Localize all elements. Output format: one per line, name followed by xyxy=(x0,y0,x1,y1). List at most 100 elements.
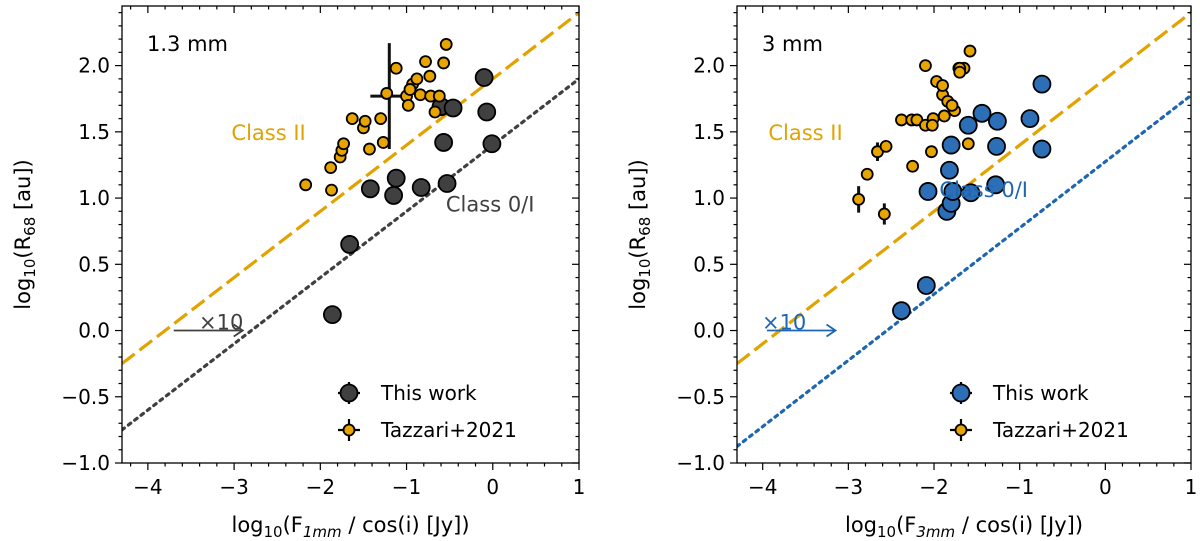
this-work-point xyxy=(1032,74,1052,94)
tazzari-point xyxy=(432,89,446,103)
tazzari-point xyxy=(936,79,949,92)
this-work-point xyxy=(958,115,978,135)
legend-marker xyxy=(339,383,359,403)
this-work-point xyxy=(987,137,1006,156)
this-work-point xyxy=(474,68,494,87)
y-axis-title: log10(R68 [au]) xyxy=(11,159,39,309)
tazzari-point xyxy=(324,161,338,175)
x-tick-label: −3 xyxy=(219,475,248,499)
y-tick-label: 1.0 xyxy=(78,186,110,210)
tazzari-point xyxy=(937,109,951,123)
tazzari-point xyxy=(852,192,866,206)
tazzari-point xyxy=(961,137,975,151)
tazzari-point xyxy=(925,118,939,132)
this-work-point xyxy=(477,102,497,122)
relation-line-class-0-i xyxy=(737,93,1191,449)
tazzari-point xyxy=(879,140,893,153)
this-work-point xyxy=(443,98,463,118)
x-tick-label: −3 xyxy=(834,475,863,499)
tazzari-point xyxy=(389,61,403,75)
this-work-point xyxy=(1020,109,1040,128)
tazzari-point xyxy=(860,167,874,181)
tazzari-point xyxy=(376,136,390,149)
this-work-point xyxy=(411,178,431,197)
legend-marker xyxy=(342,423,356,437)
plot-frame xyxy=(121,5,580,464)
panel-3mm: −4 −3 −2 −1 0 1 −1.0 −0.5 0.0 0.5 1.0 1.5 2.0 log10(F… xyxy=(626,5,1198,541)
panel-label: 3 mm xyxy=(762,32,823,56)
tazzari-point xyxy=(337,137,351,151)
y-tick-label: 0.5 xyxy=(693,252,725,276)
y-axis-title: log10(R68 [au]) xyxy=(626,159,654,309)
tazzari-point xyxy=(439,38,453,51)
x-tick-label: 0 xyxy=(486,475,499,499)
tazzari-point xyxy=(363,142,376,156)
x-tick-label: −2 xyxy=(306,475,335,499)
tazzari-point xyxy=(401,98,415,112)
this-work-point xyxy=(322,305,342,325)
x-tick-label: 1 xyxy=(573,475,586,499)
tazzari-point xyxy=(423,69,437,83)
this-work-point xyxy=(482,134,502,154)
x-axis-title: log10(F1mm / cos(i) [Jy]) xyxy=(231,513,469,541)
legend-marker xyxy=(951,383,971,403)
this-work-point xyxy=(918,182,938,201)
legend-label: This work xyxy=(992,381,1089,405)
y-tick-label: −0.5 xyxy=(61,385,110,409)
tazzari-point xyxy=(325,183,338,197)
tazzari-point xyxy=(358,114,372,128)
tazzari-point xyxy=(374,112,388,125)
x-tick-label: 1 xyxy=(1185,475,1198,499)
this-work-point xyxy=(892,301,911,321)
tazzari-point xyxy=(906,159,920,173)
relation-label: Class II xyxy=(231,121,305,145)
x-tick-label: −1 xyxy=(1005,475,1034,499)
this-work-point xyxy=(437,174,457,193)
tazzari-point xyxy=(299,178,313,192)
this-work-point xyxy=(384,186,404,205)
relation-label: Class 0/I xyxy=(446,192,535,216)
legend-label: This work xyxy=(380,381,477,405)
tazzari-point xyxy=(895,113,908,127)
this-work-point xyxy=(340,235,360,254)
tazzari-point xyxy=(963,44,977,58)
y-tick-label: −0.5 xyxy=(676,385,725,409)
x-tick-label: −4 xyxy=(748,475,777,499)
y-tick-label: 1.0 xyxy=(693,186,725,210)
tazzari-point xyxy=(437,56,451,70)
tazzari-point xyxy=(953,65,967,79)
tazzari-point xyxy=(419,55,432,69)
arrow-head xyxy=(826,323,838,338)
y-tick-label: 0.5 xyxy=(78,252,110,276)
tazzari-point xyxy=(919,59,932,73)
this-work-point xyxy=(941,135,961,155)
this-work-point xyxy=(943,182,963,201)
tazzari-point xyxy=(380,87,394,100)
this-work-point xyxy=(972,103,992,123)
legend-label: Tazzari+2021 xyxy=(992,418,1129,442)
tazzari-point xyxy=(403,83,417,96)
tazzari-point xyxy=(413,88,427,102)
this-work-point xyxy=(961,183,981,203)
y-tick-label: 1.5 xyxy=(693,120,725,144)
panel-1-3mm: −4 −3 −2 −1 0 1 −1.0 −0.5 0.0 0.5 1.0 1.5 2.0 log10(F… xyxy=(11,5,586,541)
y-tick-label: 1.5 xyxy=(78,120,110,144)
tazzari-point xyxy=(925,145,938,159)
this-work-point xyxy=(434,133,454,152)
x-tick-label: −2 xyxy=(919,475,948,499)
this-work-point xyxy=(986,175,1006,195)
tazzari-point xyxy=(410,72,424,86)
this-work-point xyxy=(1032,139,1052,159)
tazzari-point xyxy=(945,98,959,112)
x-tick-label: 0 xyxy=(1099,475,1112,499)
x-tick-label: −1 xyxy=(392,475,421,499)
y-tick-label: −1.0 xyxy=(61,451,110,475)
tazzari-point xyxy=(877,207,891,221)
y-tick-label: 0.0 xyxy=(693,319,725,343)
this-work-point xyxy=(386,168,406,188)
x-tick-label: −4 xyxy=(133,475,162,499)
tazzari-point xyxy=(428,105,442,119)
this-work-point xyxy=(360,179,380,199)
panel-label: 1.3 mm xyxy=(147,32,228,56)
